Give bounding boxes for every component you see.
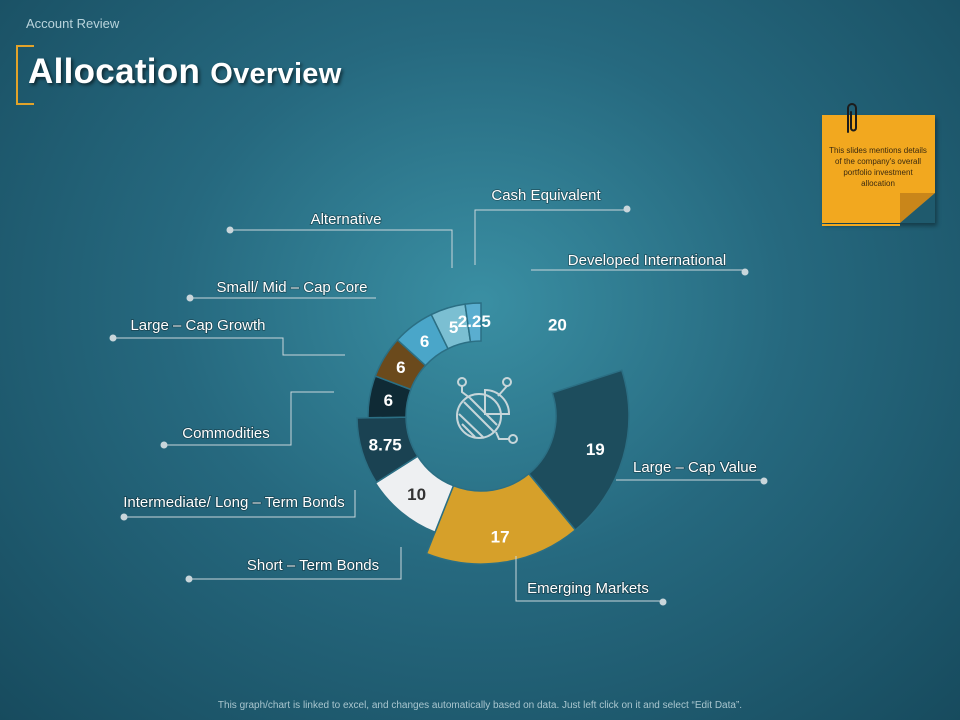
value-label-small-mid-cap-core: 6 — [420, 332, 429, 351]
title-bracket — [16, 45, 34, 105]
leader-line-cash-equivalent — [474, 209, 627, 265]
category-label-small-mid-cap-core: Small/ Mid – Cap Core — [217, 279, 368, 296]
category-label-large-cap-value: Large – Cap Value — [633, 459, 757, 476]
category-label-emerging-markets: Emerging Markets — [527, 580, 649, 597]
leader-line-alternative — [230, 229, 453, 268]
leader-dot-short-term-bonds — [185, 575, 193, 583]
slice-developed-international — [481, 299, 592, 393]
sticky-note: This slides mentions details of the comp… — [822, 115, 935, 223]
category-label-alternative: Alternative — [311, 211, 382, 228]
note-underline — [822, 224, 900, 226]
category-label-developed-international: Developed International — [568, 252, 726, 269]
value-label-short-term-bonds: 10 — [407, 485, 426, 504]
note-fold — [900, 193, 935, 223]
value-label-alternative: 5 — [449, 318, 458, 337]
leader-dot-alternative — [226, 226, 234, 234]
paperclip-icon — [843, 102, 861, 141]
analytics-icon — [456, 377, 518, 444]
sticky-note-text: This slides mentions details of the comp… — [829, 146, 927, 188]
value-label-emerging-markets: 17 — [491, 527, 510, 546]
leader-line-emerging-markets — [515, 556, 661, 602]
page-title: Allocation Overview — [28, 52, 342, 92]
leader-line-intermediate-long-term-bonds — [124, 490, 356, 518]
leader-line-large-cap-growth — [113, 337, 345, 356]
leader-line-short-term-bonds — [189, 547, 402, 580]
slice-intermediate-long-term-bonds — [356, 416, 419, 484]
slice-large-cap-value — [527, 369, 630, 532]
leader-line-commodities — [164, 391, 334, 446]
slice-emerging-markets — [425, 472, 577, 565]
leader-dot-small-mid-cap-core — [186, 294, 194, 302]
leader-dot-developed-international — [741, 268, 749, 276]
value-label-developed-international: 20 — [548, 315, 567, 334]
leader-dot-intermediate-long-term-bonds — [120, 513, 128, 521]
leader-dot-large-cap-value — [760, 477, 768, 485]
slice-short-term-bonds — [374, 455, 455, 534]
footer-note: This graph/chart is linked to excel, and… — [217, 700, 743, 711]
leader-dot-cash-equivalent — [623, 205, 631, 213]
value-label-intermediate-long-term-bonds: 8.75 — [369, 436, 402, 455]
title-word-2: Overview — [210, 58, 342, 90]
value-label-cash-equivalent: 2.25 — [458, 312, 491, 331]
title-word-1: Allocation — [28, 52, 201, 91]
slice-cash-equivalent — [464, 302, 482, 343]
leader-dot-emerging-markets — [659, 598, 667, 606]
value-label-large-cap-value: 19 — [586, 440, 605, 459]
category-label-commodities: Commodities — [182, 425, 270, 442]
category-label-intermediate-long-term-bonds: Intermediate/ Long – Term Bonds — [123, 494, 345, 511]
value-label-large-cap-growth: 6 — [396, 358, 405, 377]
category-label-cash-equivalent: Cash Equivalent — [491, 187, 601, 204]
leader-dot-commodities — [160, 441, 168, 449]
section-label: Account Review — [26, 16, 120, 31]
category-label-short-term-bonds: Short – Term Bonds — [247, 557, 379, 574]
value-label-commodities: 6 — [384, 391, 393, 410]
category-label-large-cap-growth: Large – Cap Growth — [130, 317, 265, 334]
leader-dot-large-cap-growth — [109, 334, 117, 342]
